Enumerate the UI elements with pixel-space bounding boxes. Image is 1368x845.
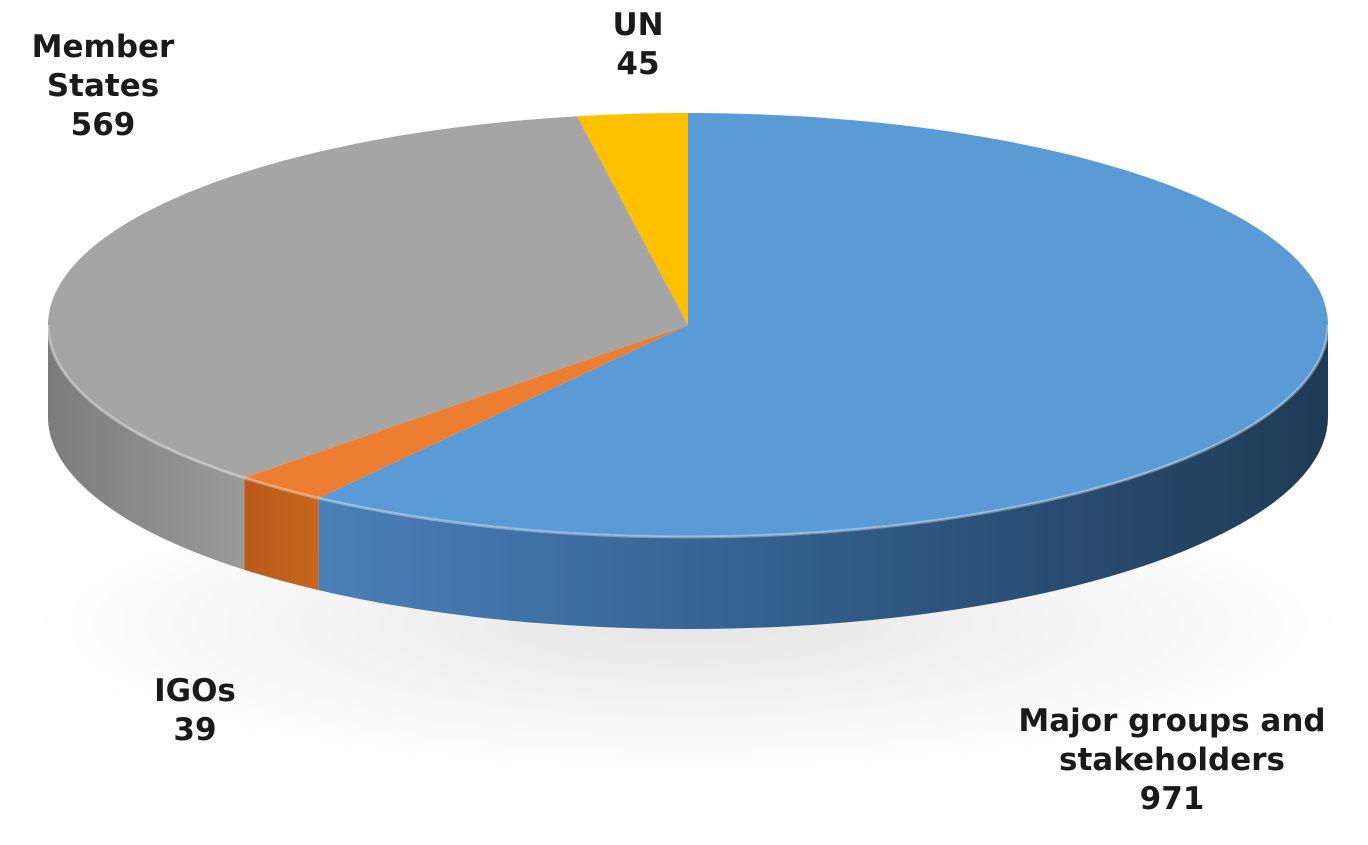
label-igos: IGOs 39 [130, 672, 260, 750]
label-un-value: 45 [616, 46, 660, 83]
pie-rim-highlight [46, 324, 1330, 539]
label-member-states: Member States 569 [18, 28, 188, 145]
pie-slice-igos [244, 325, 689, 499]
label-igos-value: 39 [173, 712, 217, 749]
label-member-states-line1: Member [31, 29, 175, 65]
label-un: UN 45 [588, 6, 688, 84]
label-igos-line1: IGOs [154, 673, 236, 709]
label-major-groups: Major groups and stakeholders 971 [992, 702, 1352, 819]
pie-side-member-states [47, 325, 245, 570]
pie-slice-major-groups [318, 113, 1328, 537]
pie-side-major-groups [318, 325, 1328, 629]
label-major-groups-line1: Major groups and [1018, 703, 1326, 739]
label-major-groups-line2: stakeholders [1059, 742, 1285, 779]
pie-slice-un [577, 113, 688, 325]
pie-side-igos [244, 477, 319, 591]
label-member-states-value: 569 [70, 107, 136, 144]
pie-slice-member-states [47, 116, 689, 478]
label-major-groups-value: 971 [1139, 781, 1205, 818]
label-member-states-line2: States [46, 68, 160, 105]
label-un-line1: UN [612, 7, 664, 43]
